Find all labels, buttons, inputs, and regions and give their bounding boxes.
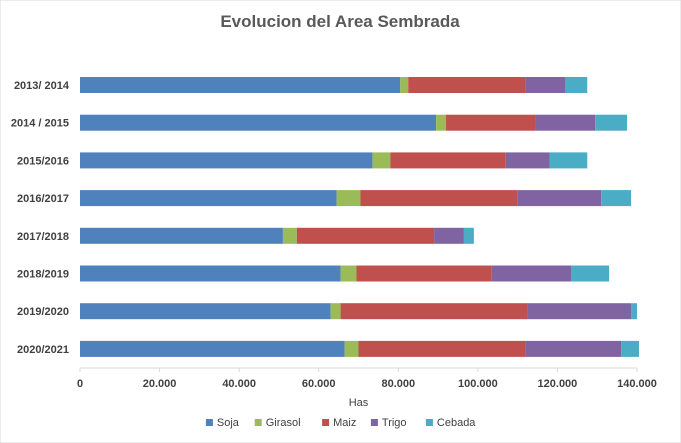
x-axis-title: Has [349, 397, 369, 409]
plot-area: 2013/ 2014 2014 / 2015 2015/2016 2016/2017 2… [11, 77, 639, 357]
bar-segment-cebada [621, 340, 639, 357]
bar-segment-trigo [491, 265, 572, 282]
bar-segment-cebada [463, 227, 474, 244]
category-label: 2017/2018 [17, 231, 69, 243]
bar-segment-soja [80, 152, 373, 169]
bar-segment-maiz [408, 77, 526, 93]
bar-segment-maiz [356, 265, 492, 282]
bar-segment-cebada [631, 303, 637, 320]
legend-label-soja: Soja [217, 417, 240, 429]
bar-segment-soja [80, 265, 341, 282]
bar-segment-cebada [565, 77, 588, 93]
bar-segment-trigo [505, 152, 550, 169]
x-tick-label: 40.000 [222, 378, 256, 390]
bar-segment-girasol [282, 227, 297, 244]
legend-swatch-maiz [322, 419, 330, 426]
bar-segment-trigo [535, 114, 596, 131]
category-label: 2020/2021 [17, 344, 69, 356]
bar-segment-cebada [549, 152, 588, 169]
legend-label-trigo: Trigo [382, 417, 407, 429]
bar-segment-soja [80, 303, 331, 320]
bar-segment-trigo [527, 303, 632, 320]
bar-segment-soja [80, 114, 437, 131]
bar-segment-maiz [390, 152, 506, 169]
bar-segment-trigo [525, 77, 566, 93]
bar-segment-girasol [340, 265, 357, 282]
bar-segment-soja [80, 340, 345, 357]
bar-segment-maiz [446, 114, 536, 131]
category-label: 2013/ 2014 [14, 80, 70, 92]
chart-title: Evolucion del Area Sembrada [220, 12, 460, 31]
legend-swatch-trigo [370, 419, 378, 426]
bar-segment-maiz [358, 340, 526, 357]
legend-swatch-girasol [254, 419, 262, 426]
x-axis: 0 20.000 40.000 60.000 80.000 100.000 120.000 1… [77, 367, 657, 390]
x-tick-label: 100.000 [458, 378, 498, 390]
bar-segment-soja [80, 227, 283, 244]
bar-segment-maiz [296, 227, 435, 244]
bar-segment-girasol [436, 114, 447, 131]
x-tick-label: 80.000 [381, 378, 415, 390]
bar-segment-girasol [400, 77, 409, 93]
bar-segment-girasol [344, 340, 359, 357]
bar-segment-trigo [525, 340, 622, 357]
bar-segment-maiz [360, 190, 518, 207]
bar-segment-girasol [336, 190, 361, 207]
legend-swatch-cebada [425, 419, 433, 426]
legend: Soja Girasol Maiz Trigo Cebada [205, 417, 476, 429]
x-tick-label: 60.000 [302, 378, 336, 390]
bar-segment-soja [80, 190, 337, 207]
bar-segment-cebada [601, 190, 632, 207]
category-label: 2016/2017 [17, 193, 69, 205]
category-label: 2019/2020 [17, 306, 69, 318]
category-label: 2018/2019 [17, 269, 69, 281]
bar-segment-cebada [571, 265, 610, 282]
bar-segment-maiz [340, 303, 528, 320]
x-tick-label: 0 [77, 378, 83, 390]
bar-segment-girasol [330, 303, 341, 320]
x-tick-label: 120.000 [538, 378, 578, 390]
legend-label-cebada: Cebada [437, 417, 476, 429]
x-tick-label: 140.000 [617, 378, 657, 390]
bar-segment-trigo [434, 227, 464, 244]
legend-label-girasol: Girasol [266, 417, 301, 429]
bar-segment-girasol [372, 152, 391, 169]
bar-segment-cebada [595, 114, 628, 131]
bar-segment-soja [80, 77, 401, 93]
legend-label-maiz: Maiz [333, 417, 356, 429]
category-label: 2014 / 2015 [11, 118, 69, 130]
bar-segment-trigo [517, 190, 602, 207]
x-tick-label: 20.000 [143, 378, 177, 390]
category-label: 2015/2016 [17, 155, 69, 167]
legend-swatch-soja [205, 419, 213, 426]
